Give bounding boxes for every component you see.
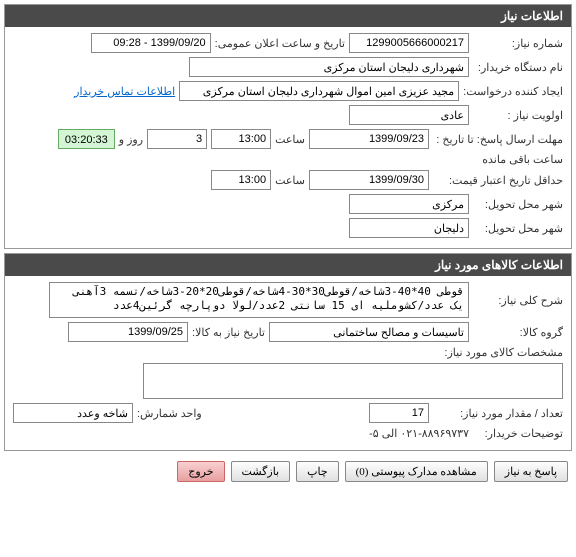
row-specs: مشخصات کالای مورد نیاز: — [13, 346, 563, 399]
row-goods-group: گروه کالا: تاریخ نیاز به کالا: — [13, 322, 563, 342]
row-buyer-org: نام دستگاه خریدار: — [13, 57, 563, 77]
delivery-city-label: شهر محل تحویل: — [473, 198, 563, 211]
goods-info-body: شرح کلی نیاز: گروه کالا: تاریخ نیاز به ک… — [5, 276, 571, 450]
row-validity: حداقل تاریخ اعتبار قیمت: ساعت — [13, 170, 563, 190]
row-creator: ایجاد کننده درخواست: اطلاعات تماس خریدار — [13, 81, 563, 101]
creator-field — [179, 81, 459, 101]
remain-days-label: روز و — [119, 133, 143, 146]
goods-group-label: گروه کالا: — [473, 326, 563, 339]
priority-field — [349, 105, 469, 125]
specs-field — [143, 363, 563, 399]
goods-group-field — [269, 322, 469, 342]
attachments-button[interactable]: مشاهده مدارک پیوستی (0) — [345, 461, 488, 482]
deadline-time-label: ساعت — [275, 133, 305, 146]
specs-label: مشخصات کالای مورد نیاز: — [433, 346, 563, 359]
row-deadline: مهلت ارسال پاسخ: تا تاریخ : ساعت روز و 0… — [13, 129, 563, 166]
respond-button[interactable]: پاسخ به نیاز — [494, 461, 568, 482]
exit-button[interactable]: خروج — [177, 461, 224, 482]
service-city-field — [349, 218, 469, 238]
need-date-field — [68, 322, 188, 342]
buyer-notes-label: توضیحات خریدار: — [473, 427, 563, 440]
desc-field — [49, 282, 469, 318]
unit-field — [13, 403, 133, 423]
priority-label: اولویت نیاز : — [473, 109, 563, 122]
back-button[interactable]: بازگشت — [231, 461, 291, 482]
delivery-city-field — [349, 194, 469, 214]
goods-info-panel: اطلاعات کالاهای مورد نیاز شرح کلی نیاز: … — [4, 253, 572, 451]
row-service-city: شهر محل تحویل: — [13, 218, 563, 238]
validity-label: حداقل تاریخ اعتبار قیمت: — [433, 174, 563, 187]
contact-buyer-link[interactable]: اطلاعات تماس خریدار — [74, 85, 175, 98]
buyer-org-field — [189, 57, 469, 77]
print-button[interactable]: چاپ — [296, 461, 339, 482]
deadline-label: مهلت ارسال پاسخ: تا تاریخ : — [433, 133, 563, 146]
deadline-time-field — [211, 129, 271, 149]
announce-label: تاریخ و ساعت اعلان عمومی: — [215, 37, 345, 50]
buyer-org-label: نام دستگاه خریدار: — [473, 61, 563, 74]
goods-info-header: اطلاعات کالاهای مورد نیاز — [5, 254, 571, 276]
need-info-panel: اطلاعات نیاز شماره نیاز: تاریخ و ساعت اع… — [4, 4, 572, 249]
row-desc: شرح کلی نیاز: — [13, 282, 563, 318]
need-info-header: اطلاعات نیاز — [5, 5, 571, 27]
desc-label: شرح کلی نیاز: — [473, 294, 563, 307]
row-qty: تعداد / مقدار مورد نیاز: واحد شمارش: — [13, 403, 563, 423]
need-info-body: شماره نیاز: تاریخ و ساعت اعلان عمومی: نا… — [5, 27, 571, 248]
validity-date-field — [309, 170, 429, 190]
creator-label: ایجاد کننده درخواست: — [463, 85, 563, 98]
remain-suffix: ساعت باقی مانده — [482, 153, 563, 166]
validity-time-field — [211, 170, 271, 190]
row-buyer-notes: توضیحات خریدار: ۰۲۱-۸۸۹۶۹۷۳۷ الی ۵- — [13, 427, 563, 440]
unit-label: واحد شمارش: — [137, 407, 202, 420]
deadline-date-field — [309, 129, 429, 149]
announce-field — [91, 33, 211, 53]
countdown-field: 03:20:33 — [58, 129, 115, 149]
row-need-number: شماره نیاز: تاریخ و ساعت اعلان عمومی: — [13, 33, 563, 53]
need-number-label: شماره نیاز: — [473, 37, 563, 50]
service-city-label: شهر محل تحویل: — [473, 222, 563, 235]
action-button-bar: پاسخ به نیاز مشاهده مدارک پیوستی (0) چاپ… — [0, 455, 576, 488]
remain-days-field — [147, 129, 207, 149]
validity-time-label: ساعت — [275, 174, 305, 187]
need-number-field — [349, 33, 469, 53]
buyer-notes-phone: ۰۲۱-۸۸۹۶۹۷۳۷ الی ۵- — [369, 427, 469, 440]
qty-field — [369, 403, 429, 423]
row-priority: اولویت نیاز : — [13, 105, 563, 125]
qty-label: تعداد / مقدار مورد نیاز: — [433, 407, 563, 420]
need-date-label: تاریخ نیاز به کالا: — [192, 326, 265, 339]
row-delivery-city: شهر محل تحویل: — [13, 194, 563, 214]
